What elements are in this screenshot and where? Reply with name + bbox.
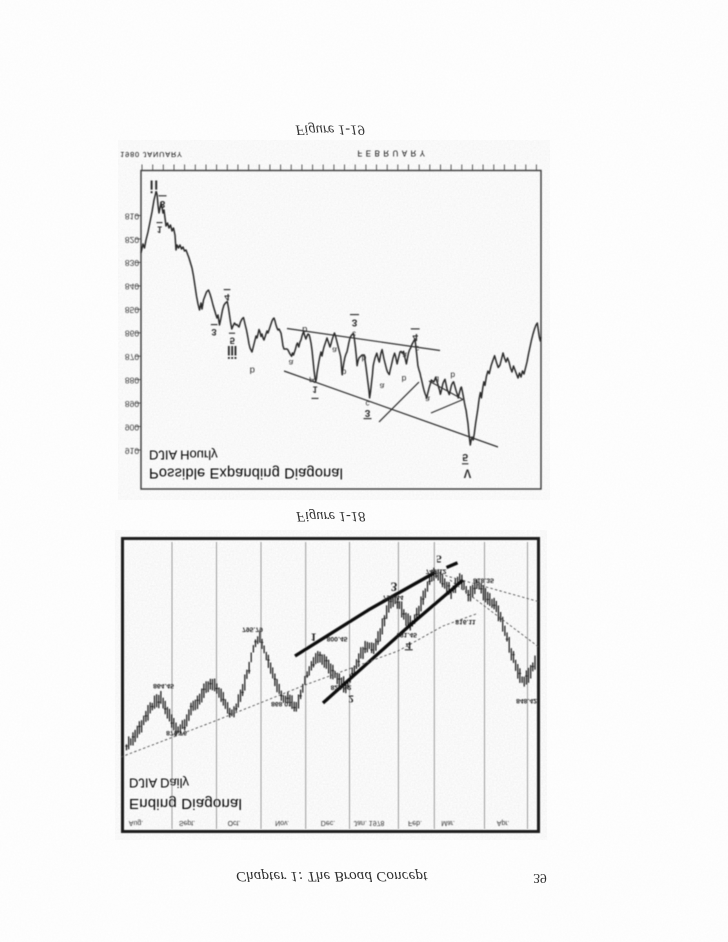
svg-text:4: 4	[413, 331, 419, 342]
svg-text:880: 880	[125, 375, 139, 385]
svg-text:798.44: 798.44	[383, 593, 404, 600]
svg-text:Aug.: Aug.	[129, 819, 143, 826]
svg-text:a: a	[402, 350, 407, 360]
svg-text:900: 900	[125, 422, 139, 432]
svg-text:3: 3	[352, 316, 358, 327]
svg-text:b: b	[362, 353, 367, 363]
svg-text:890: 890	[125, 399, 139, 409]
svg-text:910: 910	[125, 446, 139, 456]
svg-text:5: 5	[462, 451, 468, 463]
svg-text:Mar.: Mar.	[441, 819, 455, 826]
svg-text:Oct.: Oct.	[228, 819, 241, 826]
svg-text:1: 1	[311, 630, 317, 644]
svg-text:800.45: 800.45	[327, 635, 348, 642]
svg-text:848.42: 848.42	[516, 697, 537, 704]
svg-text:a: a	[380, 381, 385, 391]
svg-text:Figure 1-18: Figure 1-18	[295, 508, 366, 524]
svg-text:810: 810	[125, 211, 139, 221]
svg-text:818.35: 818.35	[473, 577, 494, 584]
svg-text:3: 3	[365, 407, 371, 418]
svg-text:P: P	[309, 375, 314, 384]
svg-text:850: 850	[125, 305, 139, 315]
svg-text:820: 820	[125, 235, 139, 245]
svg-text:Ending Diagonal: Ending Diagonal	[129, 795, 242, 812]
svg-text:5: 5	[230, 335, 236, 346]
svg-text:b: b	[250, 364, 255, 375]
svg-text:c: c	[352, 330, 356, 339]
svg-text:742.12: 742.12	[426, 567, 447, 574]
svg-text:39: 39	[533, 871, 547, 886]
svg-text:Dec.: Dec.	[321, 819, 335, 826]
svg-text:Jan. 1978: Jan. 1978	[354, 819, 385, 826]
svg-text:840: 840	[125, 282, 139, 292]
svg-text:b: b	[450, 370, 455, 380]
svg-text:b: b	[402, 374, 407, 384]
svg-text:860: 860	[125, 329, 139, 339]
svg-text:c: c	[415, 344, 419, 353]
svg-text:Nov.: Nov.	[275, 819, 289, 826]
svg-text:d: d	[435, 375, 439, 384]
svg-text:5: 5	[436, 552, 442, 564]
svg-text:FEBRUARY: FEBRUARY	[357, 149, 428, 158]
svg-text:816.11: 816.11	[455, 618, 476, 625]
svg-text:879.76: 879.76	[166, 729, 187, 736]
svg-text:Figure 1-19: Figure 1-19	[294, 122, 365, 138]
svg-text:c: c	[366, 399, 370, 408]
svg-text:Sept.: Sept.	[179, 819, 195, 826]
svg-text:795.79: 795.79	[242, 626, 263, 633]
svg-text:a: a	[289, 358, 294, 368]
svg-text:a: a	[425, 395, 430, 405]
svg-text:3: 3	[160, 198, 166, 209]
svg-text:DJIA Hourly: DJIA Hourly	[149, 448, 218, 463]
svg-text:V: V	[464, 466, 472, 478]
svg-text:DJIA Daily: DJIA Daily	[129, 776, 189, 791]
svg-text:3: 3	[391, 579, 398, 594]
svg-text:Feb.: Feb.	[408, 819, 422, 826]
svg-text:Chapter 1: The Broad Concept: Chapter 1: The Broad Concept	[236, 868, 428, 884]
svg-text:830: 830	[125, 258, 139, 268]
svg-text:1980 JANUARY: 1980 JANUARY	[120, 150, 182, 159]
svg-text:1: 1	[157, 224, 162, 234]
svg-text:868.01: 868.01	[271, 700, 292, 707]
svg-text:Apr.: Apr.	[497, 819, 510, 826]
svg-text:4: 4	[406, 639, 412, 651]
svg-text:b: b	[342, 367, 347, 377]
svg-text:822.12: 822.12	[331, 684, 352, 691]
svg-text:c: c	[313, 377, 317, 386]
svg-text:a: a	[332, 345, 337, 355]
svg-text:864.45: 864.45	[153, 682, 174, 689]
svg-text:1: 1	[312, 384, 317, 394]
svg-text:781.45: 781.45	[396, 631, 417, 638]
svg-text:b: b	[302, 324, 307, 335]
svg-text:870: 870	[125, 352, 139, 362]
svg-text:Possible Expanding Diagonal: Possible Expanding Diagonal	[149, 465, 343, 481]
svg-text:2: 2	[348, 692, 354, 704]
svg-text:3: 3	[211, 326, 216, 337]
svg-text:4: 4	[224, 291, 230, 302]
